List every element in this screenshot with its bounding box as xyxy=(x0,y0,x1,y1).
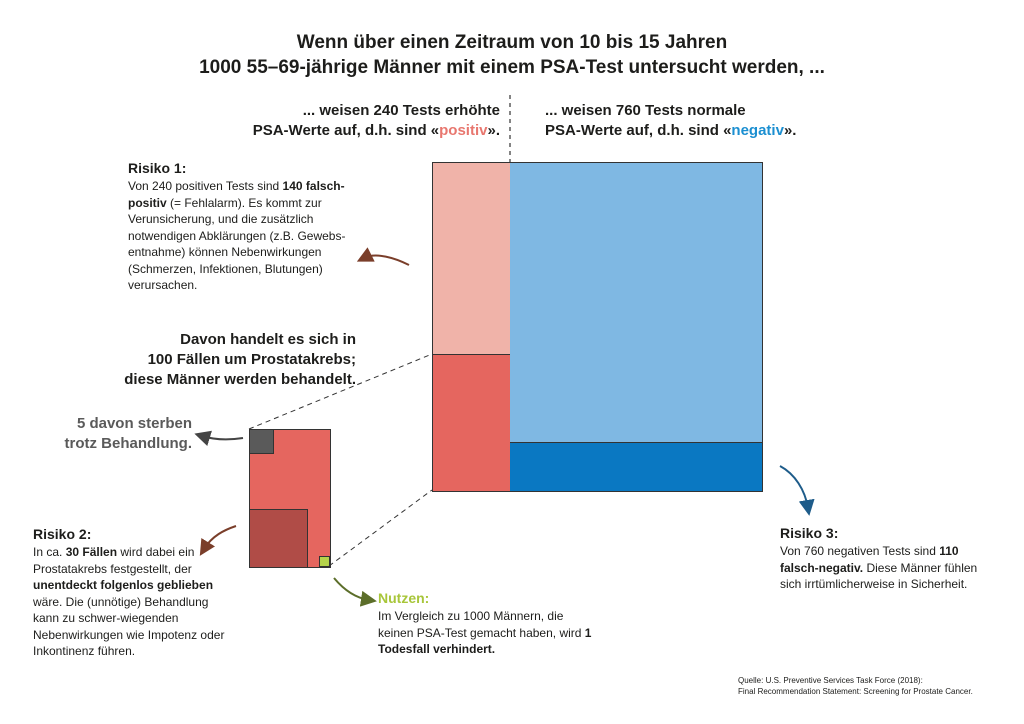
positive-keyword: positiv xyxy=(439,122,488,139)
risk1-title: Risiko 1: xyxy=(128,160,187,176)
deaths-label: 5 davon sterben trotz Behandlung. xyxy=(50,414,193,454)
positive-tests-header: ... weisen 240 Tests erhöhte PSA-Werte a… xyxy=(226,101,500,141)
risk1-text: Von 240 positiven Tests sind 140 falsch-… xyxy=(128,179,346,292)
risk2-text: In ca. 30 Fällen wird dabei ein Prostata… xyxy=(33,545,225,658)
risk3-arrow xyxy=(779,465,815,516)
deaths-label-line-2: trotz Behandlung. xyxy=(64,435,193,452)
risk2-callout: Risiko 2: In ca. 30 Fällen wird dabei ei… xyxy=(33,525,225,660)
source-line-1: Quelle: U.S. Preventive Services Task Fo… xyxy=(738,676,923,685)
negative-keyword: negativ xyxy=(731,122,784,139)
source-line-2: Final Recommendation Statement: Screenin… xyxy=(738,687,973,696)
diagram-title: Wenn über einen Zeitraum von 10 bis 15 J… xyxy=(0,30,1024,80)
positive-header-line-1: ... weisen 240 Tests erhöhte xyxy=(302,102,500,119)
deaths-arrow xyxy=(194,430,244,446)
benefit-arrow xyxy=(333,577,377,607)
negative-tests-header: ... weisen 760 Tests normale PSA-Werte a… xyxy=(531,101,831,141)
risk2-arrow xyxy=(199,525,237,556)
benefit-title: Nutzen: xyxy=(378,590,430,606)
cancer-label-line-3: diese Männer werden behandelt. xyxy=(124,371,356,388)
deaths-label-line-1: 5 davon sterben xyxy=(76,415,192,432)
negative-header-line-2: PSA-Werte auf, d.h. sind «negativ». xyxy=(545,122,797,139)
risk1-callout: Risiko 1: Von 240 positiven Tests sind 1… xyxy=(128,159,356,294)
zoom-line-top xyxy=(248,353,433,430)
saved-life-square xyxy=(319,556,330,567)
cancer-label-line-2: 100 Fällen um Prostatakrebs; xyxy=(147,351,356,368)
overdiagnosis-square xyxy=(249,509,308,568)
title-line-1: Wenn über einen Zeitraum von 10 bis 15 J… xyxy=(296,32,728,53)
positive-header-line-2: PSA-Werte auf, d.h. sind «positiv». xyxy=(252,122,500,139)
normal-block xyxy=(510,162,763,443)
zoom-line-bottom xyxy=(328,489,433,567)
risk2-title: Risiko 2: xyxy=(33,526,92,542)
deaths-square xyxy=(249,429,274,454)
benefit-text: Im Vergleich zu 1000 Männern, die keinen… xyxy=(378,609,592,656)
risk1-arrow xyxy=(356,247,410,266)
risk3-title: Risiko 3: xyxy=(780,525,839,541)
cancer-block xyxy=(432,354,512,492)
source-note: Quelle: U.S. Preventive Services Task Fo… xyxy=(738,675,1008,697)
title-line-2: 1000 55–69-jährige Männer mit einem PSA-… xyxy=(199,57,825,78)
risk3-callout: Risiko 3: Von 760 negativen Tests sind 1… xyxy=(780,524,980,593)
false-negative-block xyxy=(510,442,763,492)
negative-header-line-1: ... weisen 760 Tests normale xyxy=(545,102,746,119)
cancer-cases-label: Davon handelt es sich in 100 Fällen um P… xyxy=(80,330,356,390)
benefit-callout: Nutzen: Im Vergleich zu 1000 Männern, di… xyxy=(378,589,598,658)
risk3-text: Von 760 negativen Tests sind 110 falsch-… xyxy=(780,544,978,591)
cancer-label-line-1: Davon handelt es sich in xyxy=(180,331,356,348)
